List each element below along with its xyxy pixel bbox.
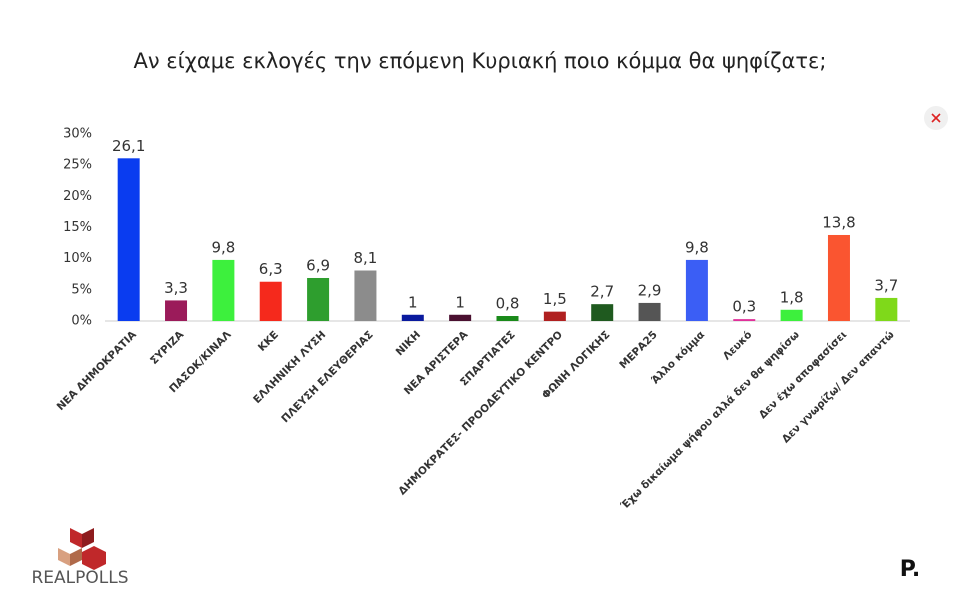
- bar: [117, 158, 140, 321]
- value-label: 1: [408, 293, 418, 311]
- logo-cube: [70, 528, 82, 548]
- y-tick-label: 30%: [63, 127, 92, 142]
- close-button[interactable]: [924, 106, 948, 130]
- x-tick-label: ΔΗΜΟΚΡΑΤΕΣ- ΠΡΟΟΔΕΥΤΙΚΟ ΚΕΝΤΡΟ: [396, 329, 565, 498]
- y-tick-label: 10%: [63, 251, 92, 266]
- logo-cube: [70, 548, 82, 566]
- bar: [827, 234, 850, 321]
- y-tick-label: 15%: [63, 220, 92, 235]
- value-label: 1,8: [780, 288, 804, 306]
- x-tick-label: ΠΛΕΥΣΗ ΕΛΕΥΘΕΡΙΑΣ: [279, 329, 375, 425]
- bar: [780, 309, 803, 321]
- y-tick-label: 5%: [71, 282, 92, 297]
- value-label: 2,7: [590, 283, 614, 301]
- value-label: 8,1: [354, 249, 378, 267]
- bar: [638, 302, 661, 321]
- bar: [685, 259, 708, 321]
- x-tick-label: Λευκό: [721, 329, 755, 363]
- logo-mark: [58, 528, 106, 570]
- bar: [307, 277, 330, 321]
- bar: [543, 311, 566, 321]
- logo-cube: [82, 546, 106, 570]
- x-tick-label: ΝΙΚΗ: [394, 329, 423, 358]
- bar: [496, 316, 519, 321]
- bar: [875, 297, 898, 321]
- bar: [354, 270, 377, 321]
- logo-cube: [82, 528, 94, 548]
- value-label: 9,8: [685, 238, 709, 256]
- logo-text: REALPOLLS: [31, 568, 128, 588]
- value-label: 1,5: [543, 290, 567, 308]
- logo-right: P.: [900, 557, 920, 582]
- value-label: 3,7: [874, 276, 898, 294]
- value-label: 1: [455, 293, 465, 311]
- bar: [401, 314, 424, 321]
- bar: [733, 319, 756, 321]
- bar: [591, 304, 614, 321]
- bar: [449, 314, 472, 321]
- y-tick-label: 20%: [63, 189, 92, 204]
- y-tick-label: 25%: [63, 158, 92, 173]
- x-tick-label: ΝΕΑ ΔΗΜΟΚΡΑΤΙΑ: [55, 328, 140, 413]
- value-label: 3,3: [164, 279, 188, 297]
- x-tick-label: ΜΕΡΑ25: [617, 329, 659, 371]
- bar: [165, 300, 188, 321]
- value-label: 13,8: [822, 213, 855, 231]
- value-label: 6,3: [259, 260, 283, 278]
- close-icon[interactable]: [931, 113, 941, 123]
- bar: [212, 259, 235, 321]
- logo-cube: [58, 548, 70, 566]
- value-label: 9,8: [211, 238, 235, 256]
- x-tick-label: Δεν έχω αποφασίσει: [757, 329, 849, 421]
- value-label: 26,1: [112, 137, 145, 155]
- x-tick-label: ΚΚΕ: [256, 329, 281, 354]
- chart-title: Αν είχαμε εκλογές την επόμενη Κυριακή πο…: [134, 49, 827, 73]
- value-label: 6,9: [306, 256, 330, 274]
- value-label: 2,9: [638, 281, 662, 299]
- value-label: 0,8: [496, 295, 520, 313]
- x-tick-label: Έχω δικαίωμα ψήφου αλλά δεν θα ψηφίσω: [618, 329, 802, 513]
- bar: [259, 281, 282, 321]
- x-tick-label: ΣΥΡΙΖΑ: [148, 328, 187, 367]
- value-label: 0,3: [732, 298, 756, 316]
- y-tick-label: 0%: [71, 314, 92, 329]
